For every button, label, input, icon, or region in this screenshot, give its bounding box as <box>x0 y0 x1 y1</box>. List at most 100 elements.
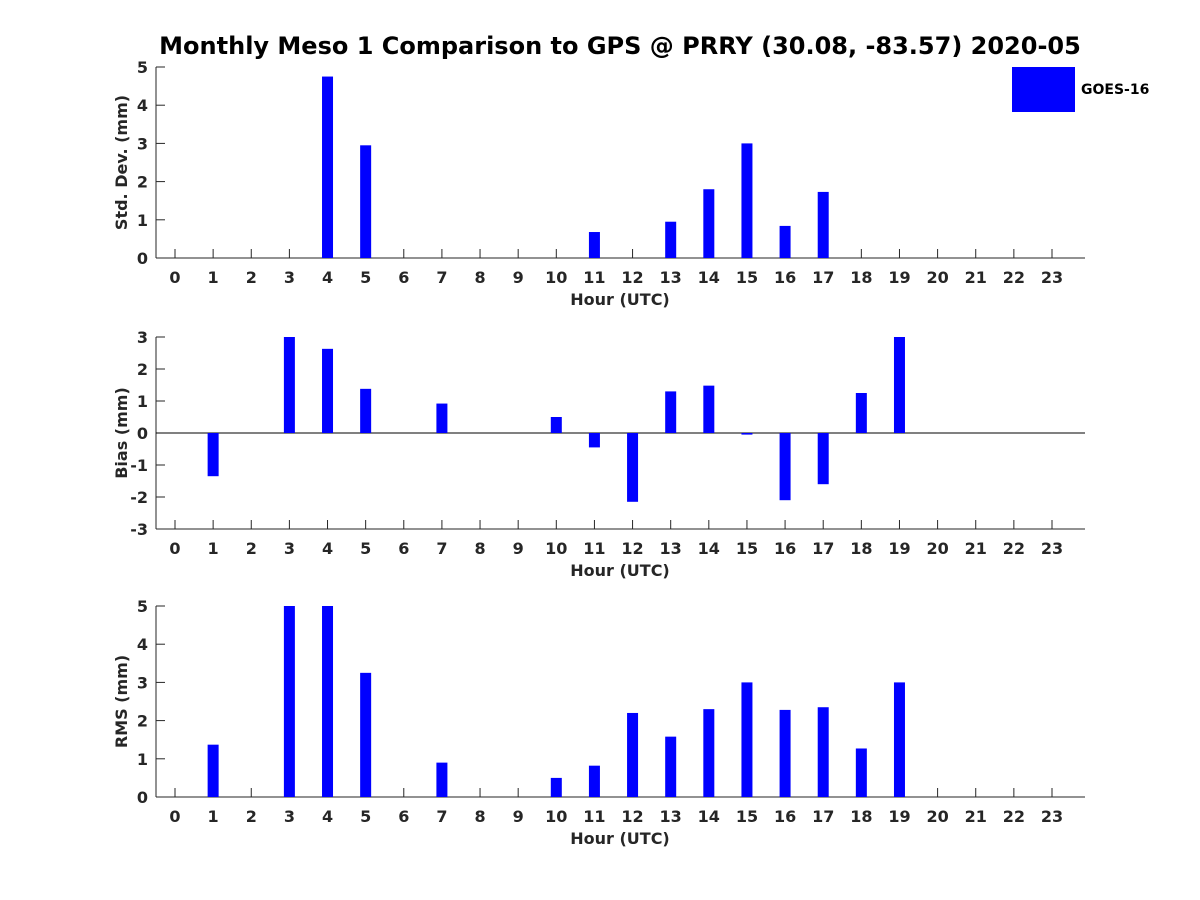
x-tick-label: 14 <box>698 268 720 287</box>
x-tick-label: 16 <box>774 539 796 558</box>
bar <box>893 682 905 797</box>
x-tick-label: 4 <box>322 268 333 287</box>
x-tick-label: 12 <box>621 807 643 826</box>
x-tick-label: 11 <box>583 807 605 826</box>
y-tick-label: 0 <box>137 249 148 268</box>
bar <box>817 191 829 258</box>
bar <box>436 762 448 797</box>
x-tick-label: 14 <box>698 807 720 826</box>
bar <box>779 433 791 501</box>
bar <box>322 606 334 797</box>
bar <box>665 221 677 258</box>
chart-title: Monthly Meso 1 Comparison to GPS @ PRRY … <box>159 32 1081 60</box>
legend-swatch <box>1012 67 1075 112</box>
bar <box>283 606 295 797</box>
bar <box>855 393 867 433</box>
x-tick-label: 21 <box>965 539 987 558</box>
x-tick-label: 23 <box>1041 539 1063 558</box>
bar <box>360 145 372 258</box>
x-tick-label: 18 <box>850 807 872 826</box>
bar <box>893 337 905 433</box>
x-tick-label: 11 <box>583 539 605 558</box>
bar <box>779 225 791 258</box>
x-tick-label: 8 <box>474 539 485 558</box>
bar <box>741 433 753 435</box>
bar <box>550 777 562 797</box>
x-tick-label: 17 <box>812 268 834 287</box>
x-axis-label: Hour (UTC) <box>570 561 670 580</box>
x-tick-label: 21 <box>965 268 987 287</box>
x-tick-label: 13 <box>660 268 682 287</box>
x-tick-label: 0 <box>169 539 180 558</box>
x-tick-label: 23 <box>1041 807 1063 826</box>
y-tick-label: 1 <box>137 392 148 411</box>
bar <box>283 337 295 433</box>
x-tick-label: 23 <box>1041 268 1063 287</box>
legend: GOES-16 <box>1012 67 1149 112</box>
x-tick-label: 5 <box>360 539 371 558</box>
x-tick-label: 9 <box>513 268 524 287</box>
x-tick-label: 7 <box>436 807 447 826</box>
x-tick-label: 10 <box>545 539 567 558</box>
x-tick-label: 16 <box>774 807 796 826</box>
x-tick-label: 21 <box>965 807 987 826</box>
y-tick-label: 2 <box>137 360 148 379</box>
bar <box>436 403 448 433</box>
bar <box>741 682 753 797</box>
bar <box>360 388 372 433</box>
bar <box>741 143 753 258</box>
x-tick-label: 4 <box>322 807 333 826</box>
x-tick-label: 9 <box>513 807 524 826</box>
x-tick-label: 8 <box>474 268 485 287</box>
x-axis-label: Hour (UTC) <box>570 290 670 309</box>
x-tick-label: 20 <box>926 539 948 558</box>
bar <box>855 748 867 797</box>
x-tick-label: 19 <box>888 807 910 826</box>
x-tick-label: 1 <box>208 268 219 287</box>
y-tick-label: 0 <box>137 424 148 443</box>
x-tick-label: 1 <box>208 539 219 558</box>
x-tick-label: 9 <box>513 539 524 558</box>
x-tick-label: 20 <box>926 268 948 287</box>
x-tick-label: 17 <box>812 539 834 558</box>
x-tick-label: 3 <box>284 539 295 558</box>
y-tick-label: 3 <box>137 673 148 692</box>
y-axis-label: Bias (mm) <box>112 387 131 479</box>
bar <box>550 417 562 433</box>
y-axis-label: Std. Dev. (mm) <box>112 95 131 230</box>
bar <box>207 744 219 797</box>
bar <box>817 433 829 485</box>
x-tick-label: 11 <box>583 268 605 287</box>
x-tick-label: 3 <box>284 268 295 287</box>
x-tick-label: 15 <box>736 807 758 826</box>
bar <box>322 348 334 433</box>
x-tick-label: 18 <box>850 268 872 287</box>
y-tick-label: -3 <box>130 520 148 539</box>
x-tick-label: 5 <box>360 807 371 826</box>
x-tick-label: 13 <box>660 807 682 826</box>
x-tick-label: 22 <box>1003 539 1025 558</box>
y-tick-label: 0 <box>137 788 148 807</box>
y-tick-label: 5 <box>137 58 148 77</box>
x-tick-label: 10 <box>545 268 567 287</box>
x-tick-label: 2 <box>246 268 257 287</box>
x-tick-label: 16 <box>774 268 796 287</box>
y-tick-label: 4 <box>137 635 148 654</box>
legend-label: GOES-16 <box>1081 82 1149 98</box>
bar <box>360 672 372 797</box>
x-tick-label: 2 <box>246 539 257 558</box>
bar <box>322 76 334 258</box>
x-tick-label: 1 <box>208 807 219 826</box>
y-tick-label: 3 <box>137 328 148 347</box>
bar <box>588 765 600 797</box>
bar <box>665 736 677 797</box>
x-axis-label: Hour (UTC) <box>570 829 670 848</box>
bar <box>703 189 715 258</box>
x-tick-label: 7 <box>436 268 447 287</box>
bar <box>627 433 639 502</box>
bar <box>817 707 829 797</box>
x-tick-label: 17 <box>812 807 834 826</box>
